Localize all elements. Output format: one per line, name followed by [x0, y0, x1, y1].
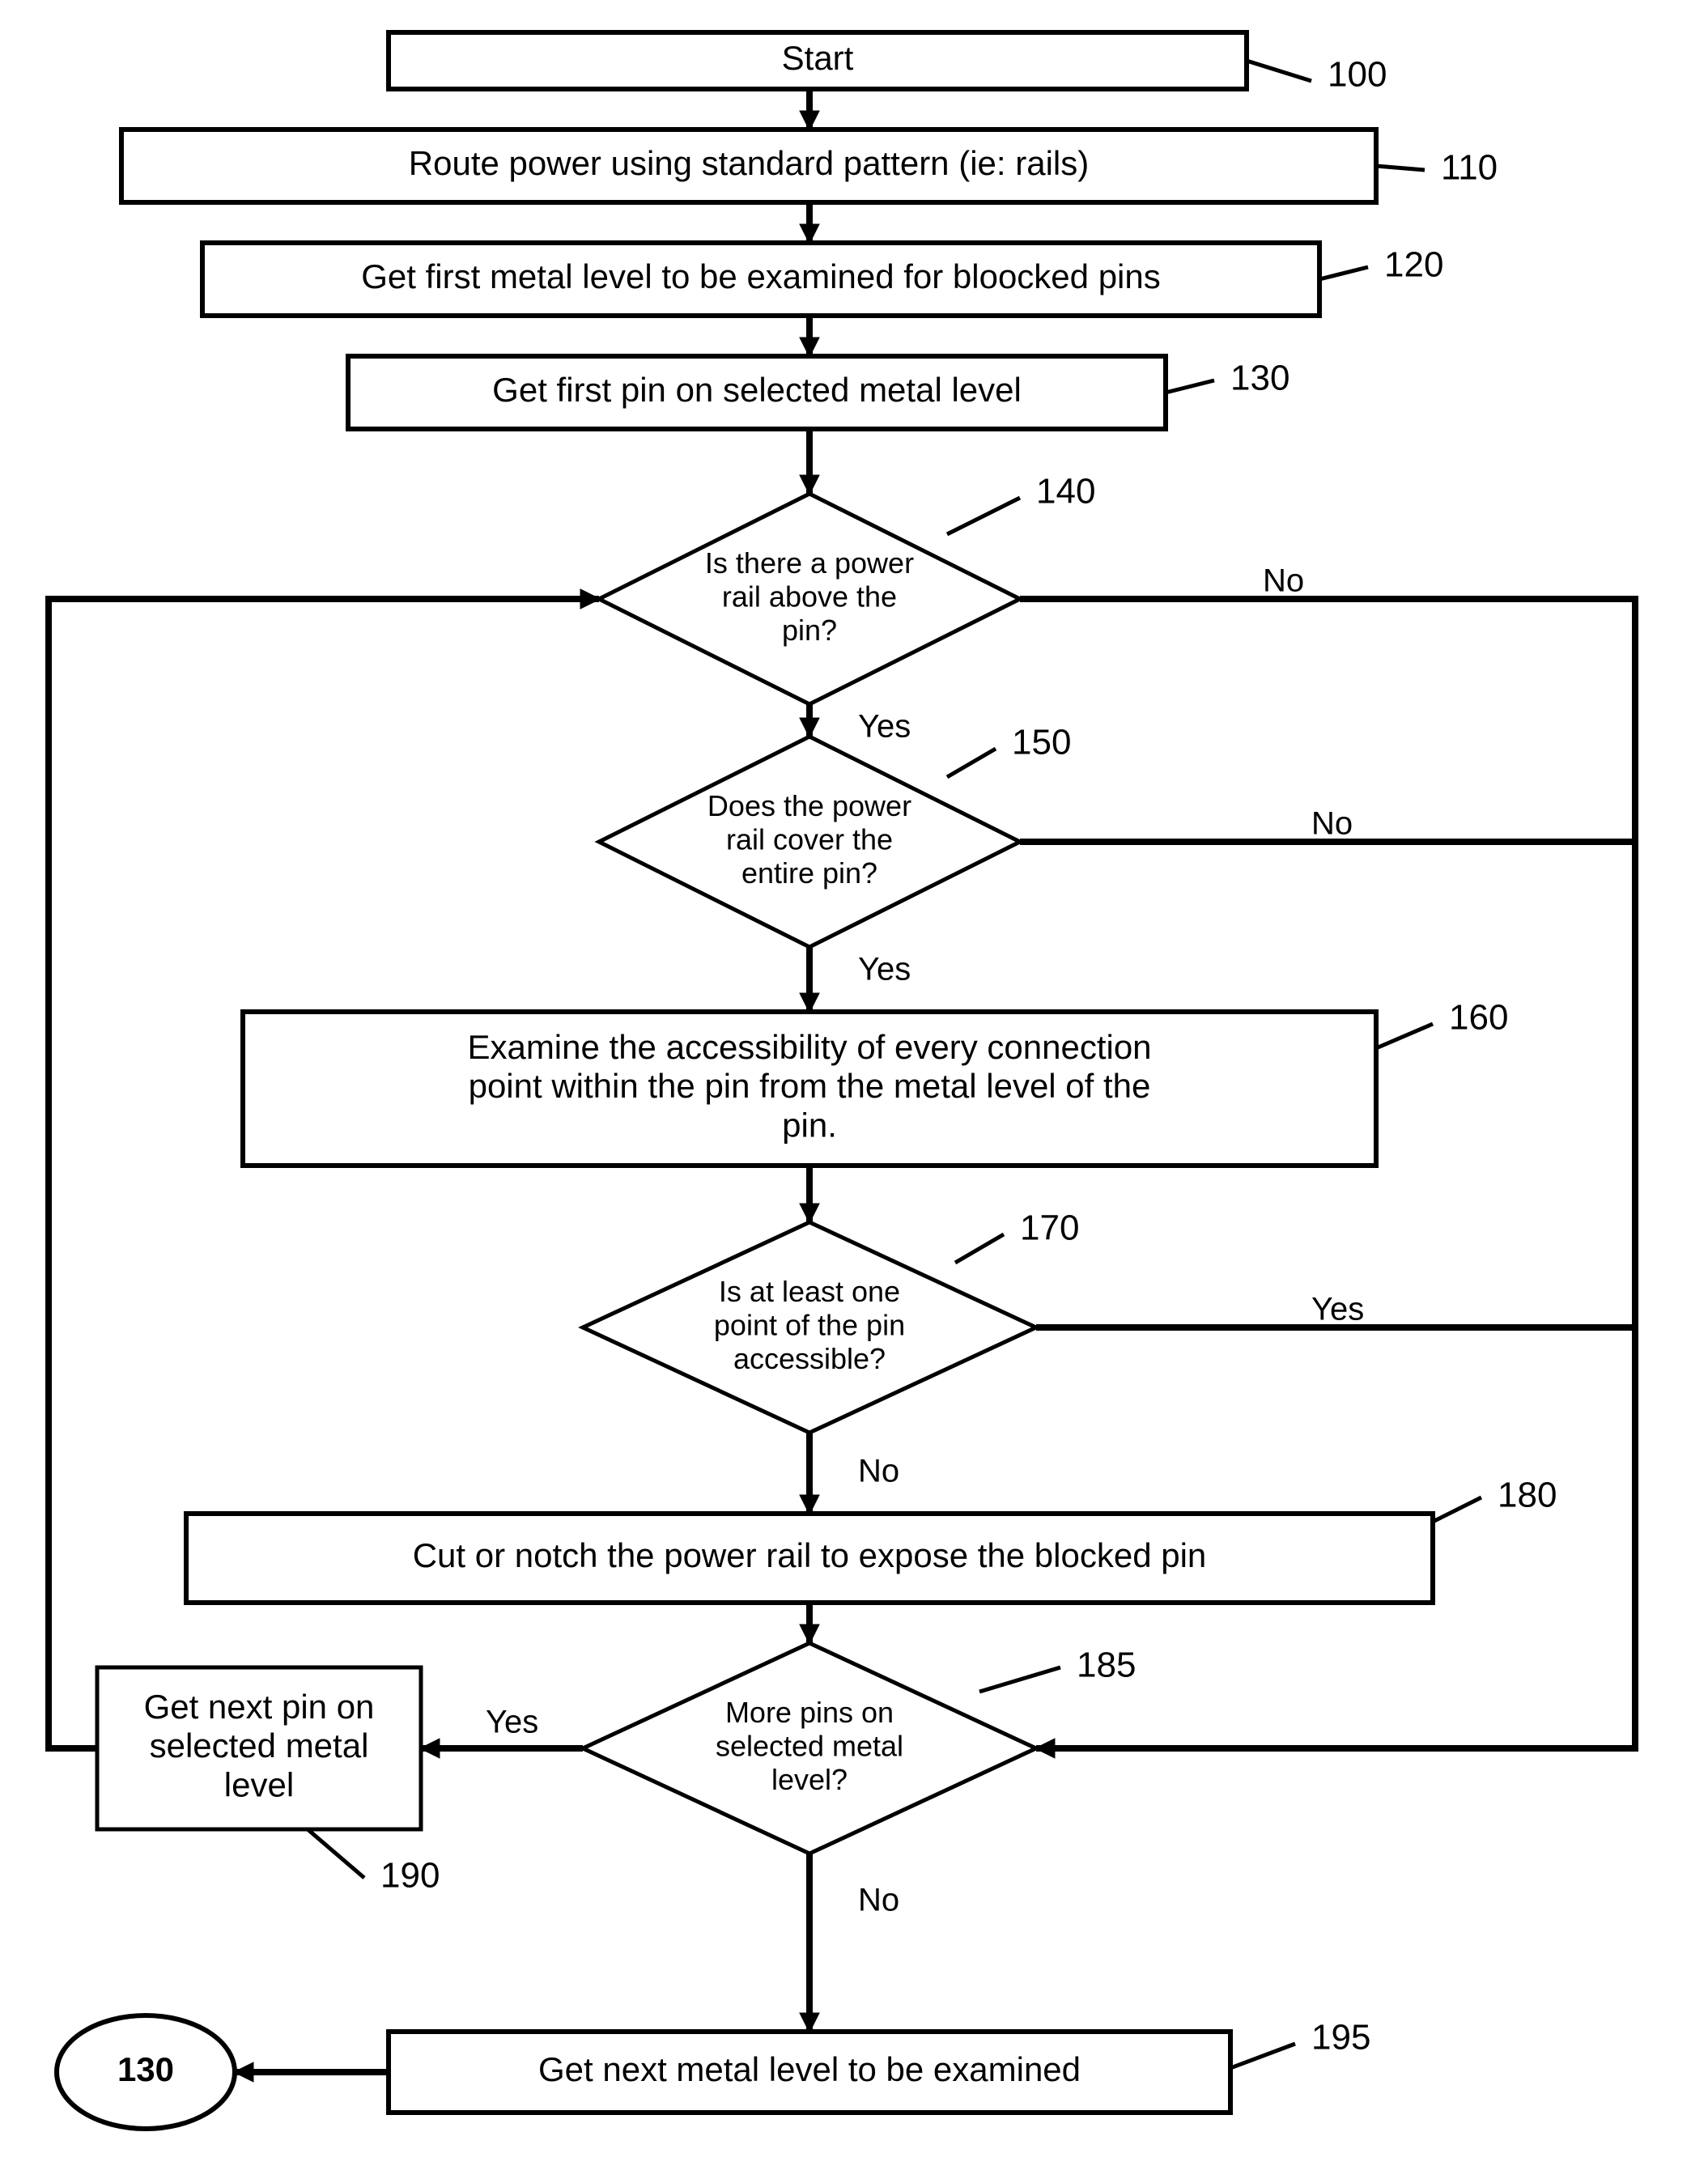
n185-ref: 185 [1077, 1646, 1136, 1685]
callout-11 [1230, 2044, 1295, 2068]
n195-text-0: Get next metal level to be examined [538, 2050, 1081, 2088]
callout-5 [947, 749, 996, 777]
callout-0 [1247, 61, 1311, 81]
callout-3 [1166, 380, 1214, 393]
callout-10 [308, 1829, 364, 1878]
n170-text-1: point of the pin [714, 1309, 905, 1342]
label-y185: Yes [486, 1705, 538, 1740]
label-y170: Yes [1311, 1292, 1364, 1327]
label-n170: No [858, 1454, 899, 1489]
n150-text-2: entire pin? [741, 856, 877, 890]
n185-text-1: selected metal [716, 1730, 903, 1763]
label-n185: No [858, 1883, 899, 1918]
n130-text-0: Get first pin on selected metal level [492, 371, 1022, 409]
n150-text-0: Does the power [707, 789, 911, 822]
n185-text-2: level? [771, 1763, 848, 1796]
n190-text-0: Get next pin on [144, 1688, 375, 1726]
label-n140: No [1263, 563, 1304, 599]
n150-text-1: rail cover the [726, 823, 893, 856]
label-y140: Yes [858, 709, 911, 745]
n100-text-0: Start [782, 39, 854, 77]
n160-ref: 160 [1449, 998, 1508, 1038]
n140-text-0: Is there a power [705, 546, 914, 580]
n140-text-2: pin? [782, 614, 837, 647]
n190-text-2: level [224, 1765, 294, 1803]
n170-text-0: Is at least one [719, 1275, 900, 1308]
n160-text-2: pin. [782, 1106, 837, 1144]
n180-ref: 180 [1498, 1476, 1557, 1515]
n180-text-0: Cut or notch the power rail to expose th… [413, 1536, 1207, 1574]
callout-1 [1376, 166, 1425, 170]
n100-ref: 100 [1328, 55, 1387, 95]
n110-text-0: Route power using standard pattern (ie: … [409, 144, 1089, 182]
n160-text-0: Examine the accessibility of every conne… [467, 1028, 1151, 1066]
label-y150: Yes [858, 952, 911, 987]
n140-ref: 140 [1036, 472, 1095, 512]
callout-8 [1433, 1497, 1481, 1522]
n130-ref: 130 [1230, 359, 1289, 398]
n195-ref: 195 [1311, 2018, 1370, 2058]
callout-7 [955, 1234, 1004, 1263]
n185-text-0: More pins on [725, 1696, 894, 1729]
n160-text-1: point within the pin from the metal leve… [469, 1067, 1151, 1105]
n140-text-1: rail above the [722, 580, 897, 614]
n120-text-0: Get first metal level to be examined for… [361, 257, 1161, 295]
callout-4 [947, 498, 1020, 534]
callout-9 [979, 1667, 1060, 1692]
callout-2 [1319, 267, 1368, 279]
nref-text: 130 [117, 2050, 174, 2088]
n120-ref: 120 [1384, 245, 1443, 285]
n170-ref: 170 [1020, 1208, 1079, 1248]
n150-ref: 150 [1012, 723, 1071, 762]
callout-6 [1376, 1024, 1433, 1048]
n190-ref: 190 [380, 1856, 440, 1896]
n110-ref: 110 [1441, 148, 1498, 188]
label-n150: No [1311, 806, 1353, 842]
n170-text-2: accessible? [733, 1342, 886, 1375]
n190-text-1: selected metal [150, 1726, 369, 1765]
